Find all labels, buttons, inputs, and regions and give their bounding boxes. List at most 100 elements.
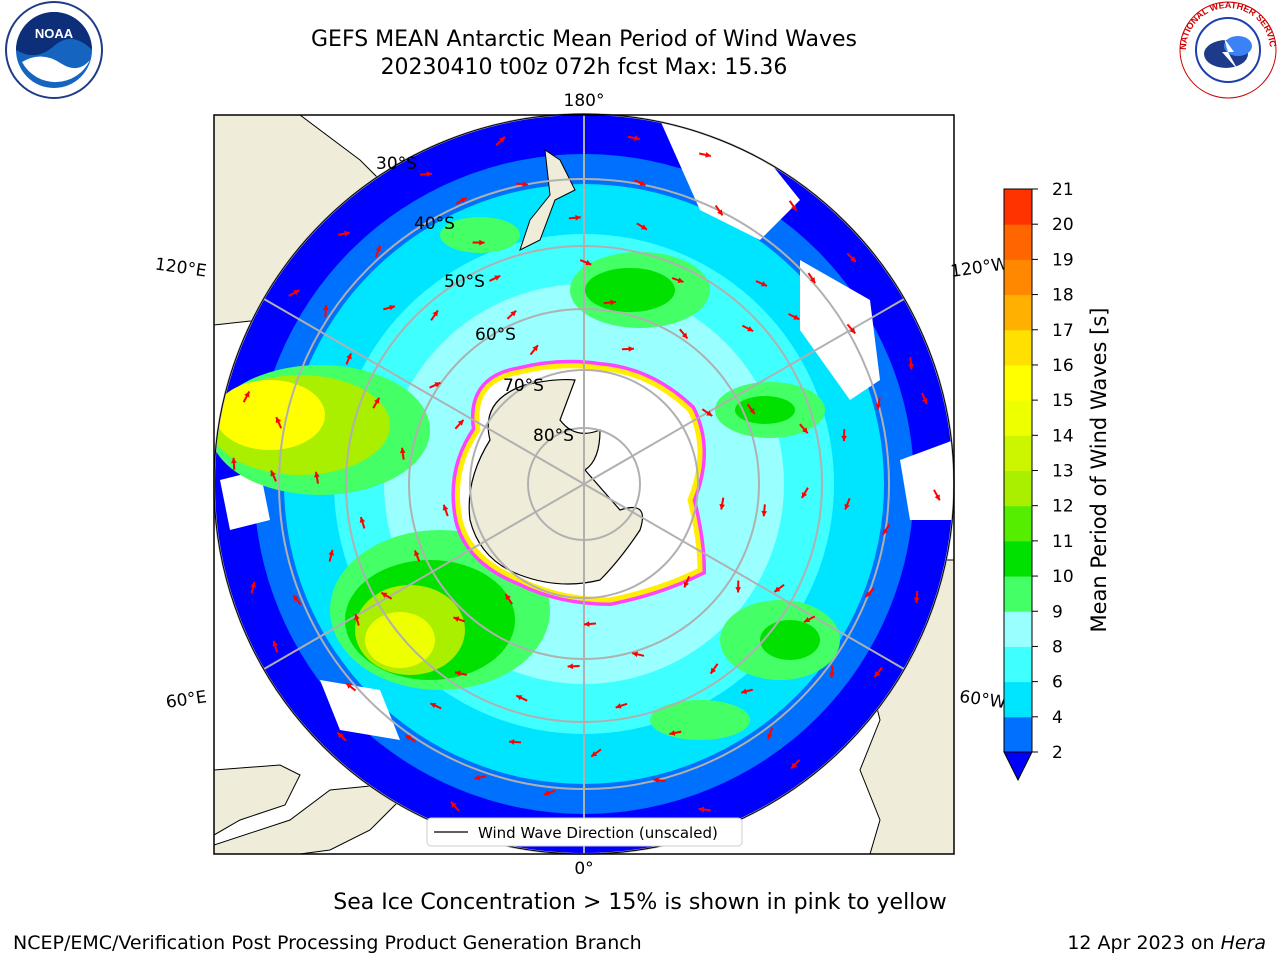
- wind-wave-arrow-head: [474, 774, 481, 781]
- wind-wave-arrow-head: [705, 152, 711, 158]
- lat-label-30s: 30°S: [376, 154, 417, 174]
- wind-wave-arrow-head: [359, 517, 366, 523]
- wind-wave-arrow-head: [374, 397, 380, 404]
- wind-wave-arrow-head: [591, 751, 598, 757]
- colorbar-segment: [1004, 646, 1032, 683]
- lon-label-60e: 60°E: [165, 687, 208, 712]
- wind-wave-arrow-head: [615, 703, 622, 709]
- wind-wave-arrow-head: [677, 277, 684, 283]
- colorbar-segment: [1004, 400, 1032, 436]
- wind-wave-arrow-head: [669, 730, 676, 736]
- wind-wave-arrow-head: [575, 214, 581, 221]
- wind-wave-arrow-head: [354, 613, 360, 620]
- wind-wave-arrow-head: [414, 550, 420, 557]
- wind-wave-arrow-head: [681, 332, 688, 339]
- wind-wave-arrow-head: [567, 663, 573, 670]
- lat-label-60s: 60°S: [475, 325, 516, 345]
- wind-wave-arrow-head: [434, 382, 441, 388]
- wind-wave-arrow-head: [479, 239, 485, 246]
- wind-wave-arrow-head: [829, 672, 835, 678]
- wind-wave-arrow-head: [522, 181, 528, 188]
- wind-wave-arrow-head: [632, 651, 639, 658]
- colorbar-tick-label: 14: [1052, 426, 1074, 446]
- wind-wave-arrow-head: [640, 224, 647, 230]
- lat-label-50s: 50°S: [444, 272, 485, 292]
- lat-label-40s: 40°S: [414, 214, 455, 234]
- wind-wave-arrow-head: [494, 275, 501, 281]
- nws-logo: NATIONAL WEATHER SERVICE: [1176, 0, 1278, 99]
- wind-wave-arrow-head: [610, 299, 616, 306]
- wind-wave-arrow-head: [314, 471, 320, 478]
- colorbar-segment: [1004, 470, 1032, 507]
- wind-wave-arrow-head: [510, 310, 517, 317]
- wind-wave-arrow-head: [683, 581, 690, 588]
- map-panel: Wind Wave Direction (unscaled): [213, 113, 955, 855]
- colorbar-segment: [1004, 189, 1032, 225]
- wind-wave-arrow-head: [913, 597, 920, 603]
- wind-wave-arrow-head: [584, 621, 590, 627]
- noaa-logo-text: NOAA: [35, 26, 74, 41]
- wind-wave-arrow-head: [442, 504, 449, 511]
- wind-wave-arrow-head: [426, 171, 432, 178]
- legend-label: Wind Wave Direction (unscaled): [478, 824, 718, 842]
- colorbar-segment: [1004, 716, 1032, 753]
- wind-wave-arrow-head: [804, 616, 811, 623]
- wind-wave-arrow-head: [793, 314, 800, 320]
- wind-wave-arrow-head: [801, 491, 808, 498]
- lon-label-180: 180°: [564, 91, 605, 111]
- wind-wave-arrow-head: [717, 209, 723, 216]
- wind-wave-arrow-head: [761, 510, 768, 517]
- wind-wave-arrow-head: [809, 277, 816, 284]
- wind-wave-arrow-head: [532, 345, 538, 352]
- wind-wave-arrow-head: [450, 801, 457, 808]
- lat-label-70s: 70°S: [503, 376, 544, 396]
- colorbar-segment: [1004, 611, 1032, 647]
- colorbar-tick-label: 4: [1052, 708, 1063, 728]
- colorbar-tick-label: 18: [1052, 286, 1074, 306]
- colorbar-tick-label: 13: [1052, 462, 1074, 482]
- wind-wave-arrow-head: [505, 594, 511, 601]
- colorbar-tick-label: 19: [1052, 250, 1074, 270]
- colorbar-under-triangle: [1003, 751, 1033, 782]
- figure-title: GEFS MEAN Antarctic Mean Period of Wind …: [311, 27, 857, 52]
- noaa-logo: NOAA: [5, 1, 103, 99]
- wind-wave-arrow-head: [244, 391, 250, 398]
- colorbar-tick-label: 9: [1052, 602, 1063, 622]
- wind-wave-arrow-head: [381, 592, 388, 598]
- wind-wave-arrows: [231, 135, 941, 813]
- wind-wave-arrow-head: [882, 528, 889, 535]
- wind-wave-arrow-head: [337, 732, 344, 739]
- colorbar-label: Mean Period of Wind Waves [s]: [1087, 308, 1111, 633]
- wind-wave-arrow-head: [849, 327, 856, 334]
- new-zealand-land: [519, 148, 576, 251]
- wind-wave-arrow-head: [634, 135, 640, 141]
- wind-wave-arrow-head: [874, 671, 881, 678]
- lon-label-120w: 120°W: [949, 254, 1009, 282]
- wind-wave-arrow-head: [767, 733, 773, 740]
- colorbar-segment: [1004, 364, 1032, 401]
- wind-wave-arrow-head: [293, 290, 300, 296]
- wind-wave-arrow-head: [698, 806, 705, 813]
- credit-left: NCEP/EMC/Verification Post Processing Pr…: [13, 932, 642, 954]
- colorbar-segment: [1004, 505, 1032, 542]
- wind-wave-arrow-head: [346, 353, 352, 360]
- lat-label-80s: 80°S: [533, 426, 574, 446]
- wind-wave-arrow-head: [389, 304, 395, 311]
- wind-wave-arrow-head: [328, 549, 335, 556]
- wind-wave-arrow-head: [908, 363, 914, 370]
- wind-wave-arrow-head: [735, 587, 742, 593]
- wind-wave-arrow-head: [231, 457, 237, 464]
- wind-wave-arrow-head: [457, 419, 464, 426]
- wind-wave-arrow-head: [453, 616, 460, 622]
- wind-wave-arrow-head: [653, 777, 659, 784]
- sea-ice-note: Sea Ice Concentration > 15% is shown in …: [333, 890, 947, 915]
- wind-wave-arrow-head: [760, 281, 767, 287]
- wind-wave-arrow-head: [639, 180, 646, 186]
- wind-wave-arrow-head: [844, 503, 850, 510]
- map-legend: Wind Wave Direction (unscaled): [426, 817, 743, 847]
- figure-subtitle: 20230410 t00z 072h fcst Max: 15.36: [380, 55, 788, 80]
- colorbar-tick-label: 8: [1052, 637, 1063, 657]
- colorbar-segment: [1004, 329, 1032, 366]
- wind-wave-arrow-head: [460, 197, 467, 203]
